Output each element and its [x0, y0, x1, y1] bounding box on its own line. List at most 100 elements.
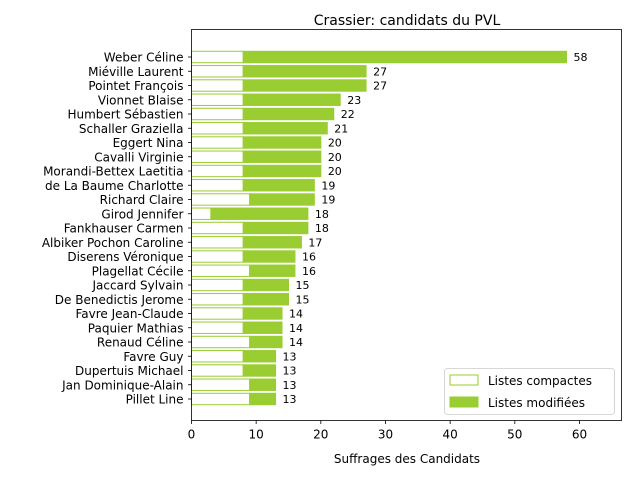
- bar-modifiees: [242, 65, 367, 78]
- bar-compactes: [191, 250, 244, 263]
- y-tick-label: Humbert Sébastien: [67, 108, 183, 122]
- value-label: 14: [289, 308, 303, 321]
- x-axis-label: Suffrages des Candidats: [334, 452, 480, 466]
- value-label: 20: [328, 137, 342, 150]
- bar-compactes: [191, 350, 244, 363]
- y-tick-label: Richard Claire: [100, 193, 184, 207]
- bar-compactes: [191, 278, 244, 292]
- bar-compactes: [191, 236, 244, 249]
- bar-modifiees: [242, 307, 283, 320]
- bars-layer: [191, 50, 568, 406]
- x-tick-label: 20: [313, 428, 328, 442]
- bar-modifiees: [249, 335, 283, 349]
- y-tick-label: Morandi-Bettex Laetitia: [43, 165, 183, 179]
- value-label: 13: [283, 350, 297, 363]
- bar-compactes: [191, 321, 244, 334]
- value-label: 27: [373, 65, 387, 78]
- value-label: 13: [283, 393, 297, 406]
- bar-modifiees: [242, 236, 302, 249]
- x-tick-label: 30: [378, 428, 393, 442]
- value-label: 16: [302, 251, 316, 264]
- legend-swatch-compactes: [449, 374, 479, 386]
- y-tick-label: Pointet François: [88, 79, 183, 93]
- bar-compactes: [191, 179, 244, 192]
- bar-modifiees: [242, 136, 322, 149]
- value-label: 13: [283, 379, 297, 392]
- bar-modifiees: [249, 264, 296, 277]
- legend: Listes compactes Listes modifiées: [444, 368, 615, 415]
- bar-modifiees: [242, 107, 335, 121]
- bar-compactes: [191, 107, 244, 121]
- bar-modifiees: [242, 221, 309, 235]
- bar-modifiees: [242, 293, 289, 306]
- bar-compactes: [191, 164, 244, 178]
- bar-modifiees: [249, 193, 315, 206]
- bar-compactes: [191, 65, 244, 78]
- y-tick-label: Renaud Céline: [97, 336, 184, 350]
- bar-modifiees: [242, 150, 322, 163]
- chart-title: Crassier: candidats du PVL: [314, 13, 501, 29]
- y-tick-label: Favre Jean-Claude: [75, 307, 183, 321]
- value-label: 14: [289, 336, 303, 349]
- y-tick-label: Jaccard Sylvain: [91, 279, 183, 293]
- bar-modifiees: [242, 364, 277, 377]
- value-label: 20: [328, 165, 342, 178]
- value-label: 19: [321, 194, 335, 207]
- bar-compactes: [191, 50, 244, 64]
- y-tick-label: de La Baume Charlotte: [45, 179, 184, 193]
- bar-compactes: [191, 93, 244, 106]
- y-tick-label: Miéville Laurent: [88, 65, 184, 79]
- y-tick-label: Favre Guy: [123, 350, 183, 364]
- y-tick-label: Vionnet Blaise: [98, 93, 184, 107]
- bar-compactes: [191, 136, 244, 149]
- x-tick-label: 40: [443, 428, 458, 442]
- bar-compactes: [191, 364, 244, 377]
- legend-label-compactes: Listes compactes: [488, 374, 592, 388]
- y-tick-label: Schaller Graziella: [79, 122, 184, 136]
- y-tick-label: Weber Céline: [104, 51, 184, 65]
- bar-modifiees: [242, 278, 289, 292]
- y-tick-label: Paquier Mathias: [88, 321, 184, 335]
- x-tick-label: 0: [188, 428, 196, 442]
- bar-modifiees: [242, 122, 328, 135]
- y-tick-label: Fankhauser Carmen: [64, 222, 184, 236]
- bar-modifiees: [242, 164, 322, 178]
- value-label: 17: [308, 236, 322, 249]
- y-tick-label: Diserens Véronique: [67, 250, 183, 264]
- bar-modifiees: [242, 79, 367, 92]
- value-label: 22: [341, 108, 355, 121]
- value-labels-layer: 5827272322212020201919181817161615151414…: [283, 51, 588, 406]
- y-tick-label: Pillet Line: [126, 393, 184, 407]
- y-tick-label: Plagellat Cécile: [92, 264, 184, 278]
- legend-swatch-modifiees: [449, 396, 479, 408]
- bar-compactes: [191, 378, 251, 391]
- value-label: 27: [373, 80, 387, 93]
- bar-compactes: [191, 122, 244, 135]
- bar-modifiees: [249, 392, 277, 406]
- value-label: 20: [328, 151, 342, 164]
- bar-modifiees: [242, 93, 341, 106]
- bar-compactes: [191, 335, 251, 349]
- bar-modifiees: [249, 378, 277, 391]
- y-tick-label: Jan Dominique-Alain: [61, 378, 183, 392]
- value-label: 23: [347, 94, 361, 107]
- value-label: 13: [283, 365, 297, 378]
- bar-compactes: [191, 221, 244, 235]
- x-axis: 0 10 20 30 40 50 60: [188, 420, 587, 442]
- plot-frame: [191, 29, 622, 421]
- y-tick-label: De Benedictis Jerome: [55, 293, 184, 307]
- bar-compactes: [191, 150, 244, 163]
- value-label: 14: [289, 322, 303, 335]
- bar-compactes: [191, 307, 244, 320]
- bar-modifiees: [242, 50, 568, 64]
- bar-compactes: [191, 207, 212, 220]
- value-label: 16: [302, 265, 316, 278]
- value-label: 15: [295, 293, 309, 306]
- value-label: 21: [334, 122, 348, 135]
- value-label: 15: [295, 279, 309, 292]
- bar-modifiees: [242, 250, 296, 263]
- value-label: 18: [315, 222, 329, 235]
- y-tick-label: Girod Jennifer: [101, 207, 183, 221]
